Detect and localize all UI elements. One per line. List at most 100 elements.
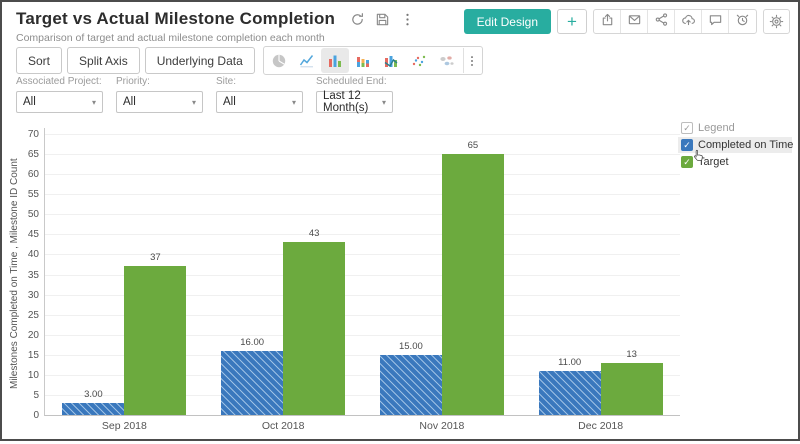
split-axis-button[interactable]: Split Axis [67,47,140,74]
bar-group: 16.00 43 Oct 2018 [204,128,363,432]
filter-site: Site: All ▾ [216,76,303,113]
email-button[interactable] [621,10,648,33]
bar-target[interactable] [124,266,187,415]
report-header: Target vs Actual Milestone Completion Co… [16,9,415,44]
y-tick-label: 10 [27,369,39,381]
bar-groups: 3.00 37 Sep 2018 16.00 43 Oct 2018 15.00 65 Nov … [45,128,680,432]
edit-design-button[interactable]: Edit Design [463,9,551,34]
gridline [45,334,680,336]
y-tick-label: 25 [27,309,39,321]
bar-value-label: 16.00 [240,336,265,348]
bar-group: 15.00 65 Nov 2018 [363,128,522,432]
chart-type-more-icon[interactable] [462,48,481,73]
gridline [45,294,680,296]
refresh-icon[interactable] [349,11,365,27]
select-value: Last 12 Month(s) [323,90,369,114]
associated-project-select[interactable]: All ▾ [16,91,103,113]
bar-value-label: 15.00 [398,340,423,352]
y-tick-label: 20 [27,329,39,341]
series-checkbox[interactable]: ✓ [681,156,693,168]
y-tick-label: 0 [33,410,39,421]
settings-button[interactable] [763,9,790,34]
x-tick-label: Nov 2018 [419,420,465,432]
filter-scheduled-end: Scheduled End: Last 12 Month(s) ▾ [316,76,393,114]
bar-slot: 13 [600,128,663,415]
add-button[interactable]: + [557,9,587,34]
bar-value-label: 37 [150,252,161,264]
bar-slot: 37 [124,128,187,415]
gear-icon [769,14,784,29]
bar-value-label: 13 [626,348,637,360]
series-checkbox[interactable]: ✓ [681,139,693,151]
email-icon [627,12,642,32]
bar-completed-on-time[interactable] [62,402,125,415]
bar-chart: Milestones Completed on Time , Milestone… [2,114,798,439]
y-tick-label: 70 [27,129,39,140]
share-button[interactable] [648,10,675,33]
scheduled-end-select[interactable]: Last 12 Month(s) ▾ [316,90,393,114]
filter-label: Scheduled End: [316,76,387,87]
legend-title: Legend [698,122,735,134]
filter-associated-project: Associated Project: All ▾ [16,76,103,113]
chart-type-combo-icon[interactable] [377,48,405,73]
y-tick-label: 50 [27,209,39,221]
y-tick-label: 60 [27,169,39,181]
bar-slot: 11.00 [538,128,601,415]
alarm-button[interactable] [729,10,756,33]
bar-target[interactable] [283,242,346,415]
chart-type-pie-icon[interactable] [265,48,293,73]
bar-completed-on-time[interactable] [221,350,284,415]
chart-type-bar-icon[interactable] [320,48,349,73]
legend-item-target[interactable]: ✓ Target [678,154,792,170]
y-tick-label: 15 [27,349,39,361]
bar-completed-on-time[interactable] [379,354,442,415]
gridline [45,394,680,396]
bar-slot: 43 [283,128,346,415]
x-tick-label: Sep 2018 [101,420,147,432]
y-tick-label: 45 [27,229,39,241]
y-tick-label: 40 [27,249,39,261]
page-subtitle: Comparison of target and actual mileston… [16,32,325,44]
cloud-upload-icon [681,12,696,32]
plot-area: 0 5 10 15 20 25 30 35 40 45 50 55 60 65 70 3.00 37 Sep 20… [28,128,680,432]
bar-group: 11.00 13 Dec 2018 [521,128,680,432]
chart-type-map-icon[interactable] [433,48,461,73]
filter-label: Associated Project: [16,76,102,87]
gridline [45,134,680,135]
mouse-cursor-icon [692,149,705,165]
bar-slot: 3.00 [62,128,125,415]
y-tick-label: 5 [33,389,39,401]
chart-type-line-icon[interactable] [293,48,321,73]
sort-button[interactable]: Sort [16,47,63,74]
y-tick-label: 65 [27,149,39,161]
legend-checkbox[interactable]: ✓ [681,122,693,134]
bar-value-label: 43 [308,228,320,240]
gridline [45,254,680,256]
chart-type-stacked-bar-icon[interactable] [349,48,377,73]
site-select[interactable]: All ▾ [216,91,303,113]
cloud-upload-button[interactable] [675,10,702,33]
bar-slot: 15.00 [379,128,442,415]
export-button[interactable] [594,10,621,33]
comment-button[interactable] [702,10,729,33]
select-value: All [123,96,136,108]
priority-select[interactable]: All ▾ [116,91,203,113]
bar-completed-on-time[interactable] [538,370,601,415]
bar-value-label: 11.00 [558,356,582,368]
legend-header[interactable]: ✓ Legend [678,120,792,136]
chevron-down-icon: ▾ [91,97,96,107]
bar-target[interactable] [441,154,504,415]
save-icon[interactable] [374,11,390,27]
more-options-icon[interactable] [399,11,415,27]
legend-item-completed-on-time[interactable]: ✓ Completed on Time [678,137,793,161]
alarm-icon [735,12,750,32]
x-tick-label: Dec 2018 [578,420,624,432]
gridline [45,354,680,356]
page-title: Target vs Actual Milestone Completion [16,9,336,28]
filter-bar: Associated Project: All ▾ Priority: All … [16,76,393,114]
bar-target[interactable] [600,362,663,415]
chevron-down-icon: ▾ [381,97,386,107]
underlying-data-button[interactable]: Underlying Data [144,47,255,74]
gridline [45,274,680,276]
chart-type-scatter-icon[interactable] [405,48,433,73]
